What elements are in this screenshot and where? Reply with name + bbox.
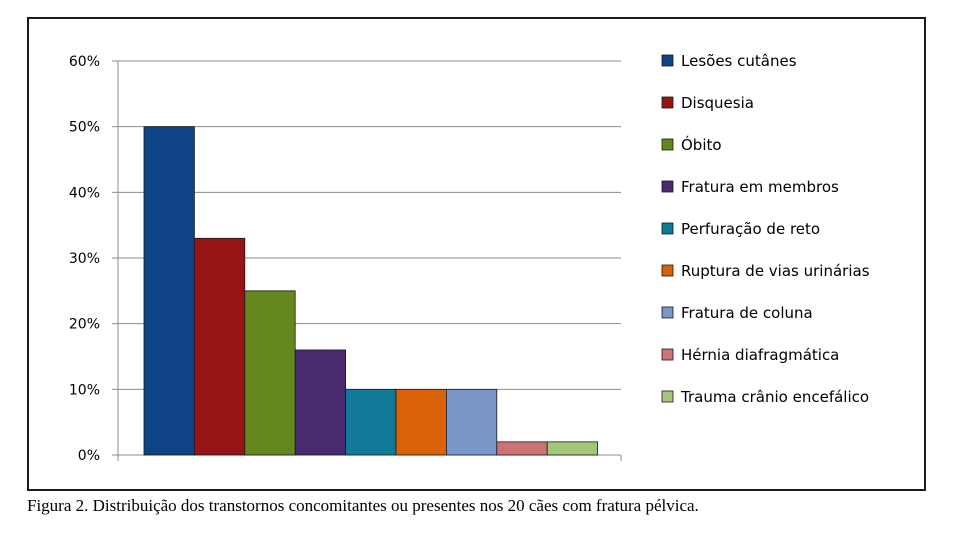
y-tick-label: 30%: [69, 251, 100, 267]
legend-label: Hérnia diafragmática: [681, 346, 839, 364]
legend-swatch: [661, 222, 674, 235]
bar: [294, 349, 347, 456]
legend-swatch: [661, 54, 674, 67]
bar: [445, 388, 498, 456]
y-tick-label: 50%: [69, 120, 100, 136]
legend-swatch: [661, 390, 674, 403]
legend-label: Disquesia: [681, 94, 754, 112]
legend-label: Lesões cutânes: [681, 52, 797, 70]
bar: [143, 126, 195, 456]
y-tick-label: 0%: [78, 448, 100, 464]
y-tick-label: 20%: [69, 317, 100, 333]
legend-swatch: [661, 138, 674, 151]
legend-label: Trauma crânio encefálico: [680, 388, 869, 406]
bar: [193, 237, 246, 456]
legend-swatch: [661, 180, 674, 193]
figure-caption: Figura 2. Distribuição dos transtornos c…: [27, 496, 699, 515]
legend-label: Óbito: [681, 135, 722, 154]
legend-label: Perfuração de reto: [681, 220, 820, 238]
legend-swatch: [661, 306, 674, 319]
legend-label: Ruptura de vias urinárias: [681, 262, 870, 280]
legend-swatch: [661, 96, 674, 109]
bar: [395, 388, 447, 456]
y-tick-label: 60%: [69, 54, 100, 70]
y-tick-label: 40%: [69, 185, 100, 201]
bar: [345, 388, 397, 456]
bar: [496, 441, 548, 456]
bar: [244, 290, 296, 456]
legend-swatch: [661, 348, 674, 361]
bar: [546, 441, 599, 456]
y-tick-label: 10%: [69, 382, 100, 398]
legend-label: Fratura de coluna: [681, 304, 813, 322]
legend-swatch: [661, 264, 674, 277]
legend-label: Fratura em membros: [681, 178, 839, 196]
